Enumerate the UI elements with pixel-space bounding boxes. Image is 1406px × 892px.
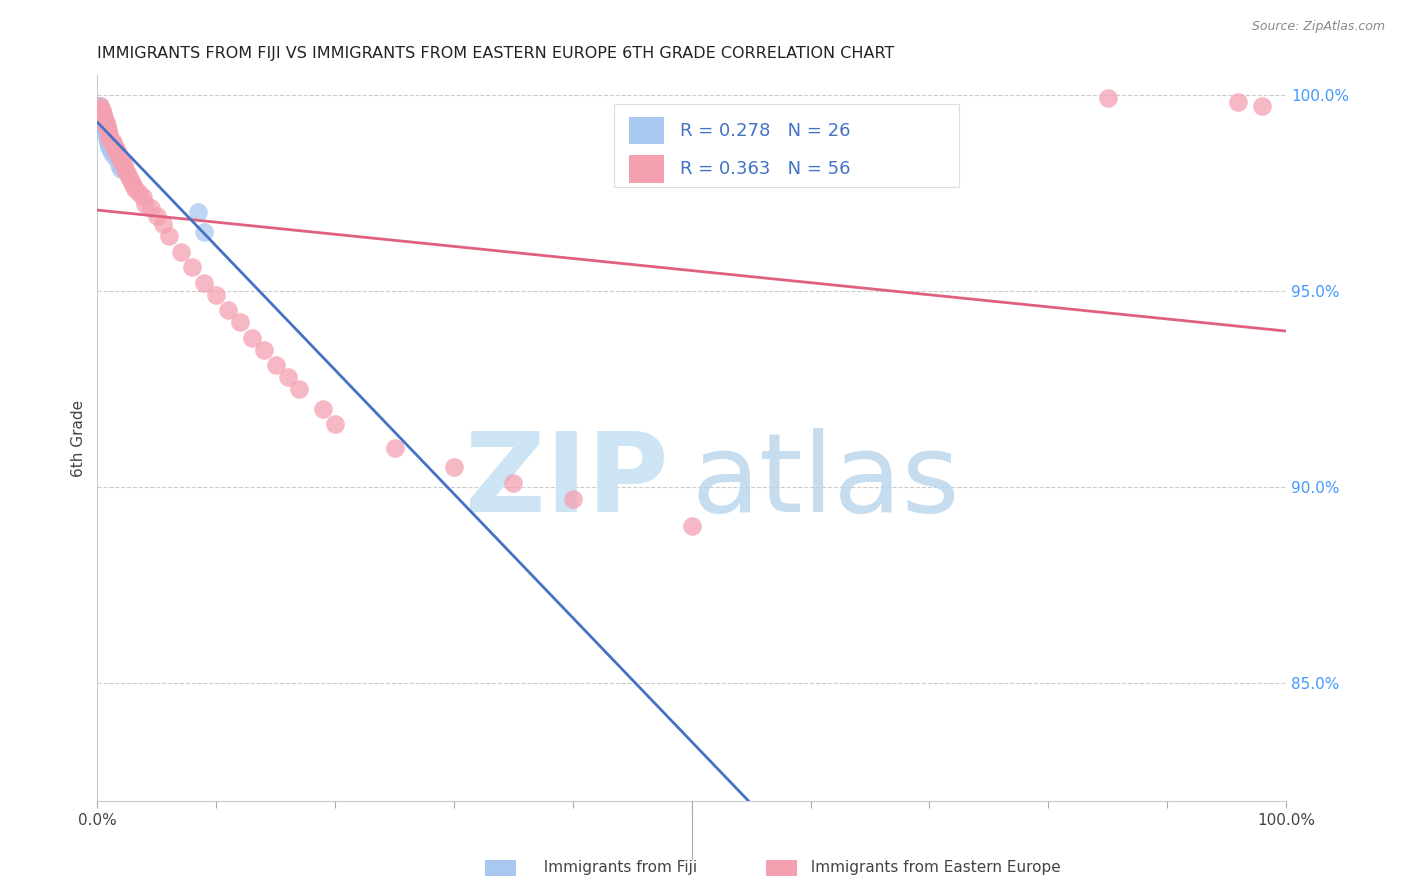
Point <box>193 276 215 290</box>
Point <box>114 162 136 177</box>
Point <box>181 260 204 275</box>
Bar <box>628 155 664 183</box>
Text: Source: ZipAtlas.com: Source: ZipAtlas.com <box>1251 20 1385 33</box>
Text: Immigrants from Fiji: Immigrants from Fiji <box>534 860 697 874</box>
Point <box>91 111 114 125</box>
Point <box>98 130 121 145</box>
Point <box>107 158 129 172</box>
Text: Immigrants from Eastern Europe: Immigrants from Eastern Europe <box>801 860 1062 874</box>
Point <box>561 491 583 506</box>
Point <box>1251 99 1274 113</box>
Point <box>229 315 252 329</box>
Point <box>90 103 112 118</box>
Point <box>118 169 141 184</box>
Y-axis label: 6th Grade: 6th Grade <box>72 400 86 476</box>
Point <box>134 197 156 211</box>
Bar <box>628 117 664 145</box>
Point <box>100 130 122 145</box>
Point <box>96 130 118 145</box>
Point <box>97 123 120 137</box>
Point <box>91 115 114 129</box>
Point <box>89 99 111 113</box>
Point <box>93 115 115 129</box>
Point <box>98 138 121 153</box>
Point <box>96 119 118 133</box>
Point <box>105 143 128 157</box>
Point <box>253 343 276 357</box>
Point <box>104 143 127 157</box>
Point <box>240 331 263 345</box>
Point <box>94 123 117 137</box>
Point <box>502 476 524 491</box>
Point <box>110 154 132 169</box>
Point <box>443 460 465 475</box>
Point <box>288 382 311 396</box>
Point <box>131 189 153 203</box>
Point <box>112 158 135 172</box>
Point <box>157 228 180 243</box>
Point <box>205 287 228 301</box>
Point <box>91 107 114 121</box>
Point <box>104 150 127 164</box>
Point <box>93 111 115 125</box>
Point <box>94 115 117 129</box>
Point <box>120 174 142 188</box>
Point <box>97 135 120 149</box>
Point <box>277 370 299 384</box>
Point <box>1227 95 1250 110</box>
Text: R = 0.363   N = 56: R = 0.363 N = 56 <box>679 160 851 178</box>
Point <box>187 205 209 219</box>
Point <box>93 119 115 133</box>
Point <box>94 119 117 133</box>
Bar <box>614 104 959 187</box>
Point <box>94 119 117 133</box>
Point <box>139 202 162 216</box>
Point <box>100 143 122 157</box>
Point <box>87 99 110 113</box>
Point <box>384 441 406 455</box>
Point <box>91 103 114 118</box>
Point <box>146 209 169 223</box>
Point <box>98 138 121 153</box>
Point <box>217 303 239 318</box>
Point <box>91 107 114 121</box>
Point <box>89 99 111 113</box>
Point <box>1097 91 1119 105</box>
Point <box>98 127 121 141</box>
Point <box>124 182 146 196</box>
Point <box>96 127 118 141</box>
Point <box>94 127 117 141</box>
Point <box>264 359 287 373</box>
Text: atlas: atlas <box>692 428 960 535</box>
Point <box>323 417 346 432</box>
Point <box>193 225 215 239</box>
Point <box>100 135 122 149</box>
Point <box>128 186 150 200</box>
Point <box>681 519 703 533</box>
Point <box>103 138 125 153</box>
Point <box>101 135 124 149</box>
Text: R = 0.278   N = 26: R = 0.278 N = 26 <box>679 121 851 140</box>
Point <box>91 107 114 121</box>
Point <box>312 401 335 416</box>
Point <box>90 103 112 118</box>
Point <box>89 103 111 118</box>
Text: ZIP: ZIP <box>464 428 668 535</box>
Point <box>122 178 145 192</box>
Point <box>107 146 129 161</box>
Point <box>100 146 122 161</box>
Point <box>152 217 174 231</box>
Point <box>97 135 120 149</box>
Point <box>110 162 132 177</box>
Point <box>91 111 114 125</box>
Point <box>107 150 129 164</box>
Text: IMMIGRANTS FROM FIJI VS IMMIGRANTS FROM EASTERN EUROPE 6TH GRADE CORRELATION CHA: IMMIGRANTS FROM FIJI VS IMMIGRANTS FROM … <box>97 46 894 62</box>
Point <box>169 244 191 259</box>
Point <box>115 166 138 180</box>
